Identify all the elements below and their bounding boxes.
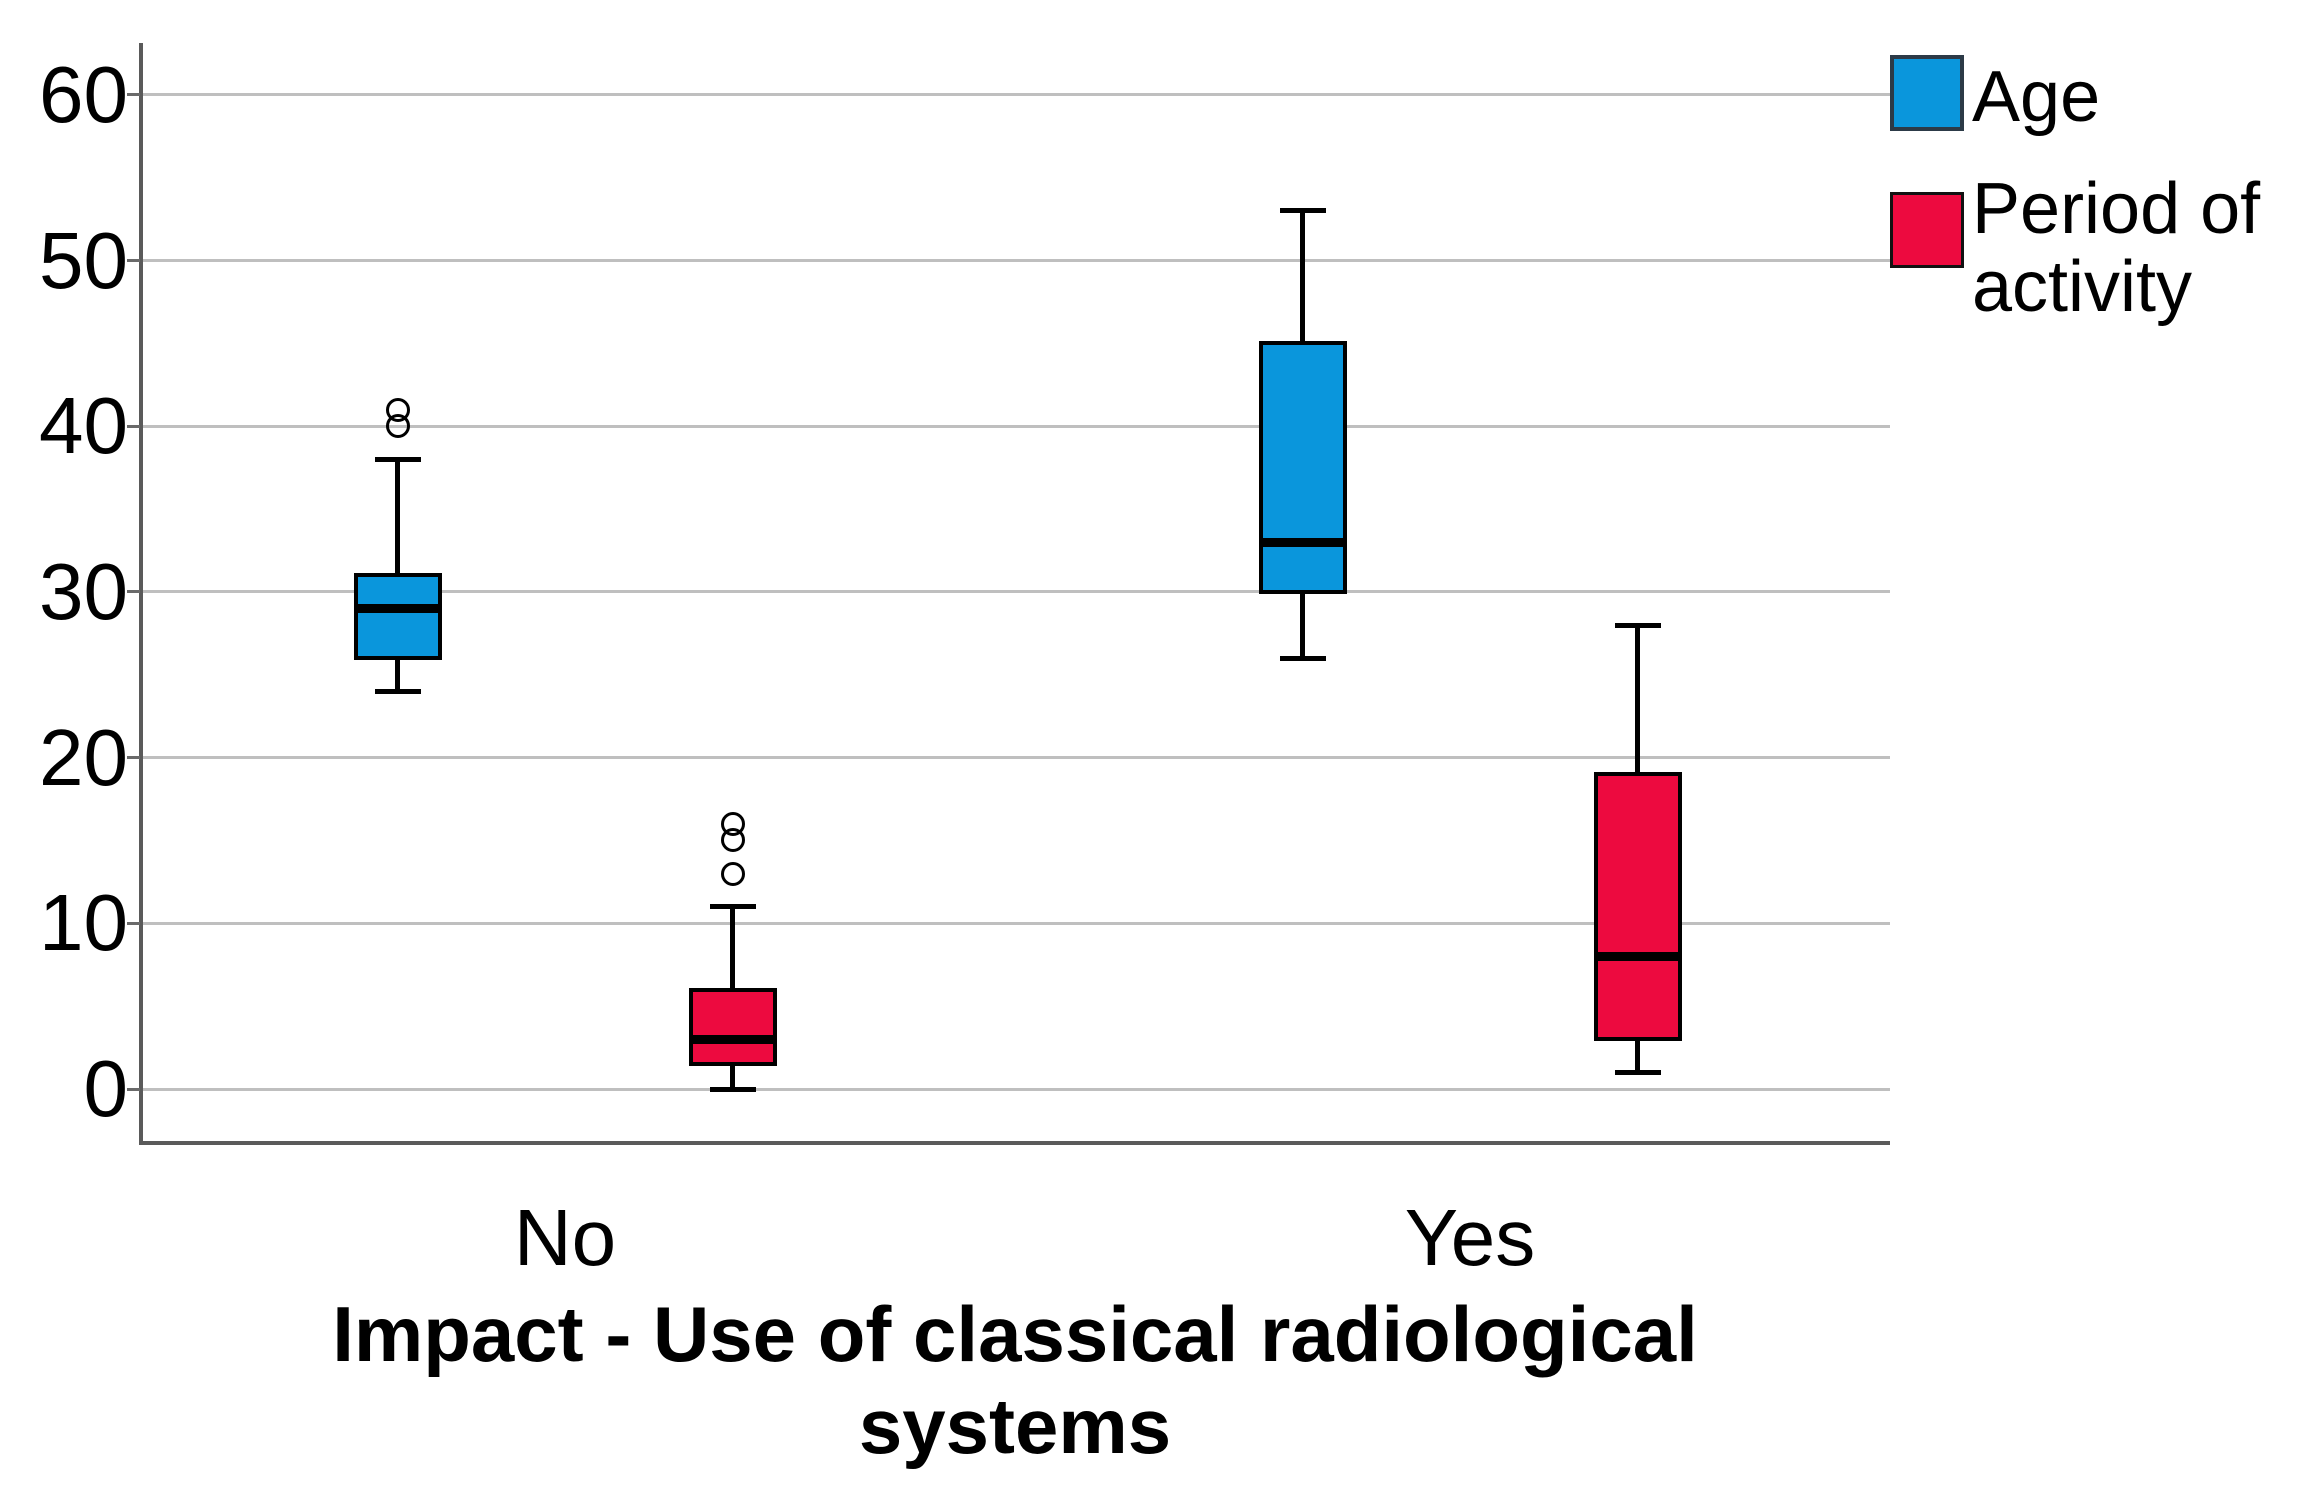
y-tick-mark <box>127 756 140 760</box>
gridline <box>143 921 1890 925</box>
whisker-cap-low <box>1614 1069 1661 1075</box>
gridline <box>143 93 1890 97</box>
median-line <box>688 1034 777 1044</box>
x-category-label: Yes <box>1404 1193 1536 1282</box>
whisker-cap-high <box>1614 622 1661 628</box>
legend-label: Period of activity <box>1972 169 2261 327</box>
whisker-cap-low <box>709 1086 756 1092</box>
whisker-cap-low <box>1279 655 1326 661</box>
y-tick-mark <box>127 590 140 594</box>
y-tick-label: 0 <box>83 1044 129 1133</box>
gridline <box>143 259 1890 262</box>
y-tick-label: 50 <box>39 215 128 305</box>
x-category-label: No <box>513 1193 617 1282</box>
y-tick-label: 10 <box>39 878 128 968</box>
box <box>353 573 442 661</box>
median-line <box>1593 951 1682 961</box>
median-line <box>1258 537 1347 547</box>
y-tick-mark <box>127 424 140 428</box>
gridline <box>143 590 1890 594</box>
whisker-cap-high <box>374 456 421 462</box>
legend-label: Age <box>1972 57 2101 137</box>
y-tick-label: 60 <box>39 49 128 139</box>
whisker-cap-high <box>1279 208 1326 214</box>
box <box>1593 772 1682 1042</box>
y-tick-mark <box>127 921 140 925</box>
outlier-circle <box>385 397 410 422</box>
y-tick-mark <box>127 93 140 97</box>
box <box>688 987 777 1067</box>
gridline <box>143 424 1890 428</box>
x-axis-line <box>139 1141 1890 1145</box>
legend-swatch <box>1890 192 1964 268</box>
gridline <box>143 1087 1890 1091</box>
legend-swatch <box>1890 55 1964 131</box>
y-tick-label: 40 <box>39 381 128 471</box>
y-tick-mark <box>127 1087 140 1091</box>
y-tick-mark <box>127 259 140 262</box>
x-axis-title: Impact - Use of classical radiological s… <box>332 1290 1698 1470</box>
outlier-circle <box>720 861 745 886</box>
outlier-circle <box>720 811 745 836</box>
whisker-cap-low <box>374 688 421 694</box>
y-axis-line <box>139 43 143 1145</box>
median-line <box>353 603 442 613</box>
y-tick-label: 20 <box>39 712 128 802</box>
box <box>1258 341 1347 594</box>
gridline <box>143 756 1890 760</box>
whisker-cap-high <box>709 904 756 910</box>
y-tick-label: 30 <box>39 546 128 636</box>
